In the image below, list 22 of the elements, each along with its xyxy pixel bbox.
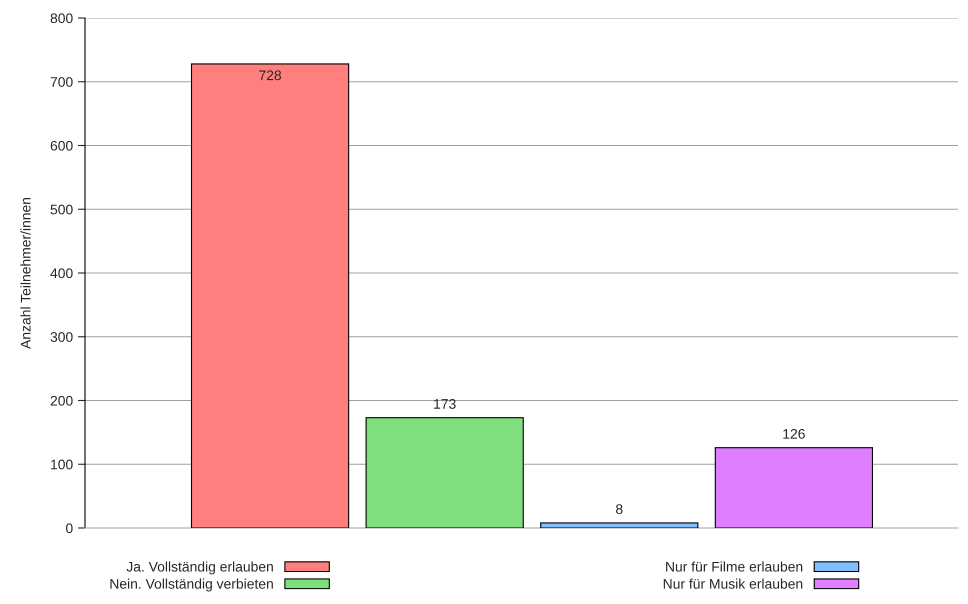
data-label: 173 <box>434 399 456 409</box>
bar <box>366 417 524 528</box>
y-tick-label: 400 <box>50 268 73 278</box>
data-label: 126 <box>783 428 805 439</box>
data-label: 8 <box>616 504 623 514</box>
bar <box>190 63 350 528</box>
y-tick-label: 800 <box>50 13 73 24</box>
bar <box>714 447 873 528</box>
y-tick-label: 0 <box>66 523 73 534</box>
legend-label: Nur für Filme erlauben <box>666 561 802 572</box>
y-tick-label: 200 <box>50 396 73 406</box>
bar <box>540 522 698 528</box>
y-tick-label: 300 <box>50 332 73 342</box>
y-tick-label: 500 <box>50 204 73 214</box>
data-label: 728 <box>259 70 282 80</box>
legend-label: Nein. Vollständig verbieten <box>110 578 273 592</box>
y-tick-label: 700 <box>50 77 73 87</box>
legend-label: Ja. Vollständig erlauben <box>126 561 273 574</box>
legend-label: Nur für Musik erlauben <box>664 578 802 589</box>
y-axis-title: Anzahl Teilnehmer/innen <box>20 198 31 349</box>
y-tick-label: 100 <box>51 460 73 470</box>
y-tick-label: 600 <box>50 140 73 151</box>
